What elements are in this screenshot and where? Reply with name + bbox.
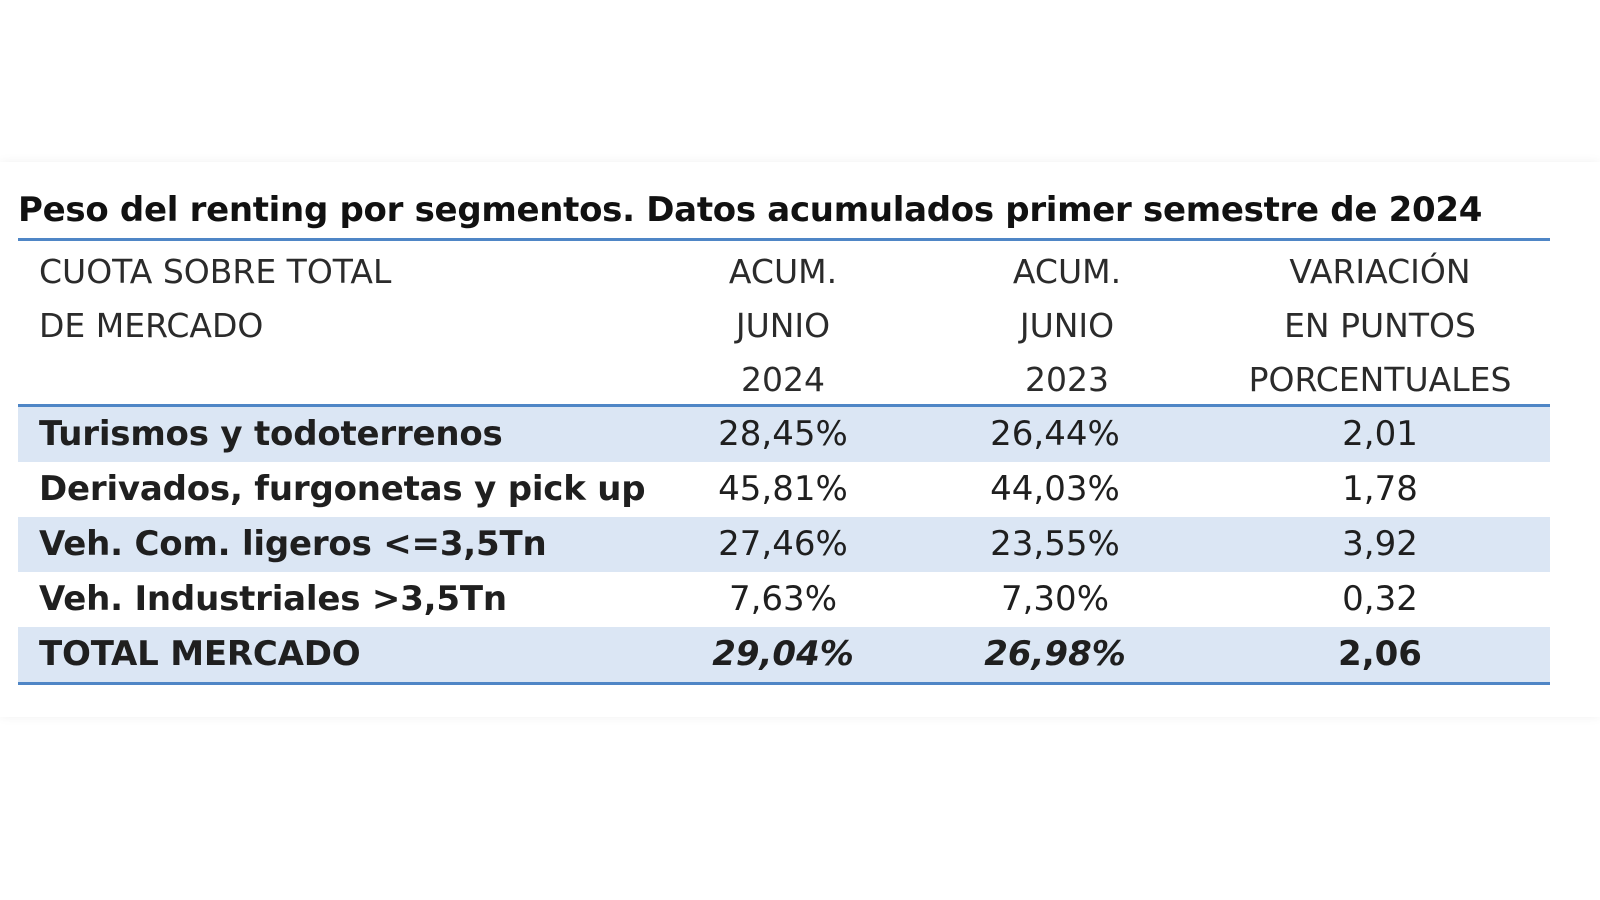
- header-acum-2023-line-3: 2023: [1025, 360, 1109, 399]
- row-label: Derivados, furgonetas y pick up: [39, 469, 646, 509]
- header-variacion: VARIACIÓN EN PUNTOS PORCENTUALES: [1220, 245, 1540, 407]
- header-acum-2024: ACUM. JUNIO 2024: [683, 245, 883, 407]
- cell-acum-2024: 27,46%: [718, 524, 848, 564]
- cell-acum-2023: 23,55%: [990, 524, 1120, 564]
- cell-acum-2023-total: 26,98%: [984, 634, 1126, 674]
- cell-acum-2023: 7,30%: [1000, 579, 1109, 619]
- row-label: Veh. Com. ligeros <=3,5Tn: [39, 524, 547, 564]
- header-acum-2023-line-2: JUNIO: [1019, 306, 1115, 345]
- header-acum-2023-line-1: ACUM.: [1012, 252, 1122, 291]
- title-underline: [18, 238, 1550, 241]
- table-row: Derivados, furgonetas y pick up 45,81% 4…: [18, 462, 1550, 517]
- header-variacion-line-3: PORCENTUALES: [1248, 360, 1512, 399]
- header-acum-2024-line-2: JUNIO: [735, 306, 831, 345]
- cell-variacion: 2,01: [1342, 414, 1418, 454]
- header-variacion-line-1: VARIACIÓN: [1289, 252, 1471, 291]
- cell-acum-2024: 28,45%: [718, 414, 848, 454]
- cell-variacion: 1,78: [1342, 469, 1418, 509]
- header-acum-2024-line-3: 2024: [741, 360, 825, 399]
- cell-variacion: 0,32: [1342, 579, 1418, 619]
- cell-acum-2024: 7,63%: [728, 579, 837, 619]
- table-bottom-rule: [18, 682, 1550, 685]
- row-label: Veh. Industriales >3,5Tn: [39, 579, 507, 619]
- header-acum-2024-line-1: ACUM.: [728, 252, 838, 291]
- row-label-total: TOTAL MERCADO: [39, 634, 361, 674]
- table-row: Veh. Com. ligeros <=3,5Tn 27,46% 23,55% …: [18, 517, 1550, 572]
- cell-acum-2023: 44,03%: [990, 469, 1120, 509]
- header-acum-2023: ACUM. JUNIO 2023: [967, 245, 1167, 407]
- header-underline: [18, 404, 1550, 407]
- table-row-total: TOTAL MERCADO 29,04% 26,98% 2,06: [18, 627, 1550, 682]
- table-title: Peso del renting por segmentos. Datos ac…: [18, 190, 1483, 230]
- cell-variacion-total: 2,06: [1338, 634, 1422, 674]
- cell-variacion: 3,92: [1342, 524, 1418, 564]
- header-cuota-line-1: CUOTA SOBRE TOTAL: [39, 252, 392, 291]
- cell-acum-2023: 26,44%: [990, 414, 1120, 454]
- header-variacion-line-2: EN PUNTOS: [1284, 306, 1476, 345]
- table-row: Veh. Industriales >3,5Tn 7,63% 7,30% 0,3…: [18, 572, 1550, 627]
- cell-acum-2024-total: 29,04%: [712, 634, 854, 674]
- cell-acum-2024: 45,81%: [718, 469, 848, 509]
- table-row: Turismos y todoterrenos 28,45% 26,44% 2,…: [18, 407, 1550, 462]
- row-label: Turismos y todoterrenos: [39, 414, 503, 454]
- header-cuota: CUOTA SOBRE TOTAL DE MERCADO: [39, 245, 391, 353]
- header-cuota-line-2: DE MERCADO: [39, 306, 264, 345]
